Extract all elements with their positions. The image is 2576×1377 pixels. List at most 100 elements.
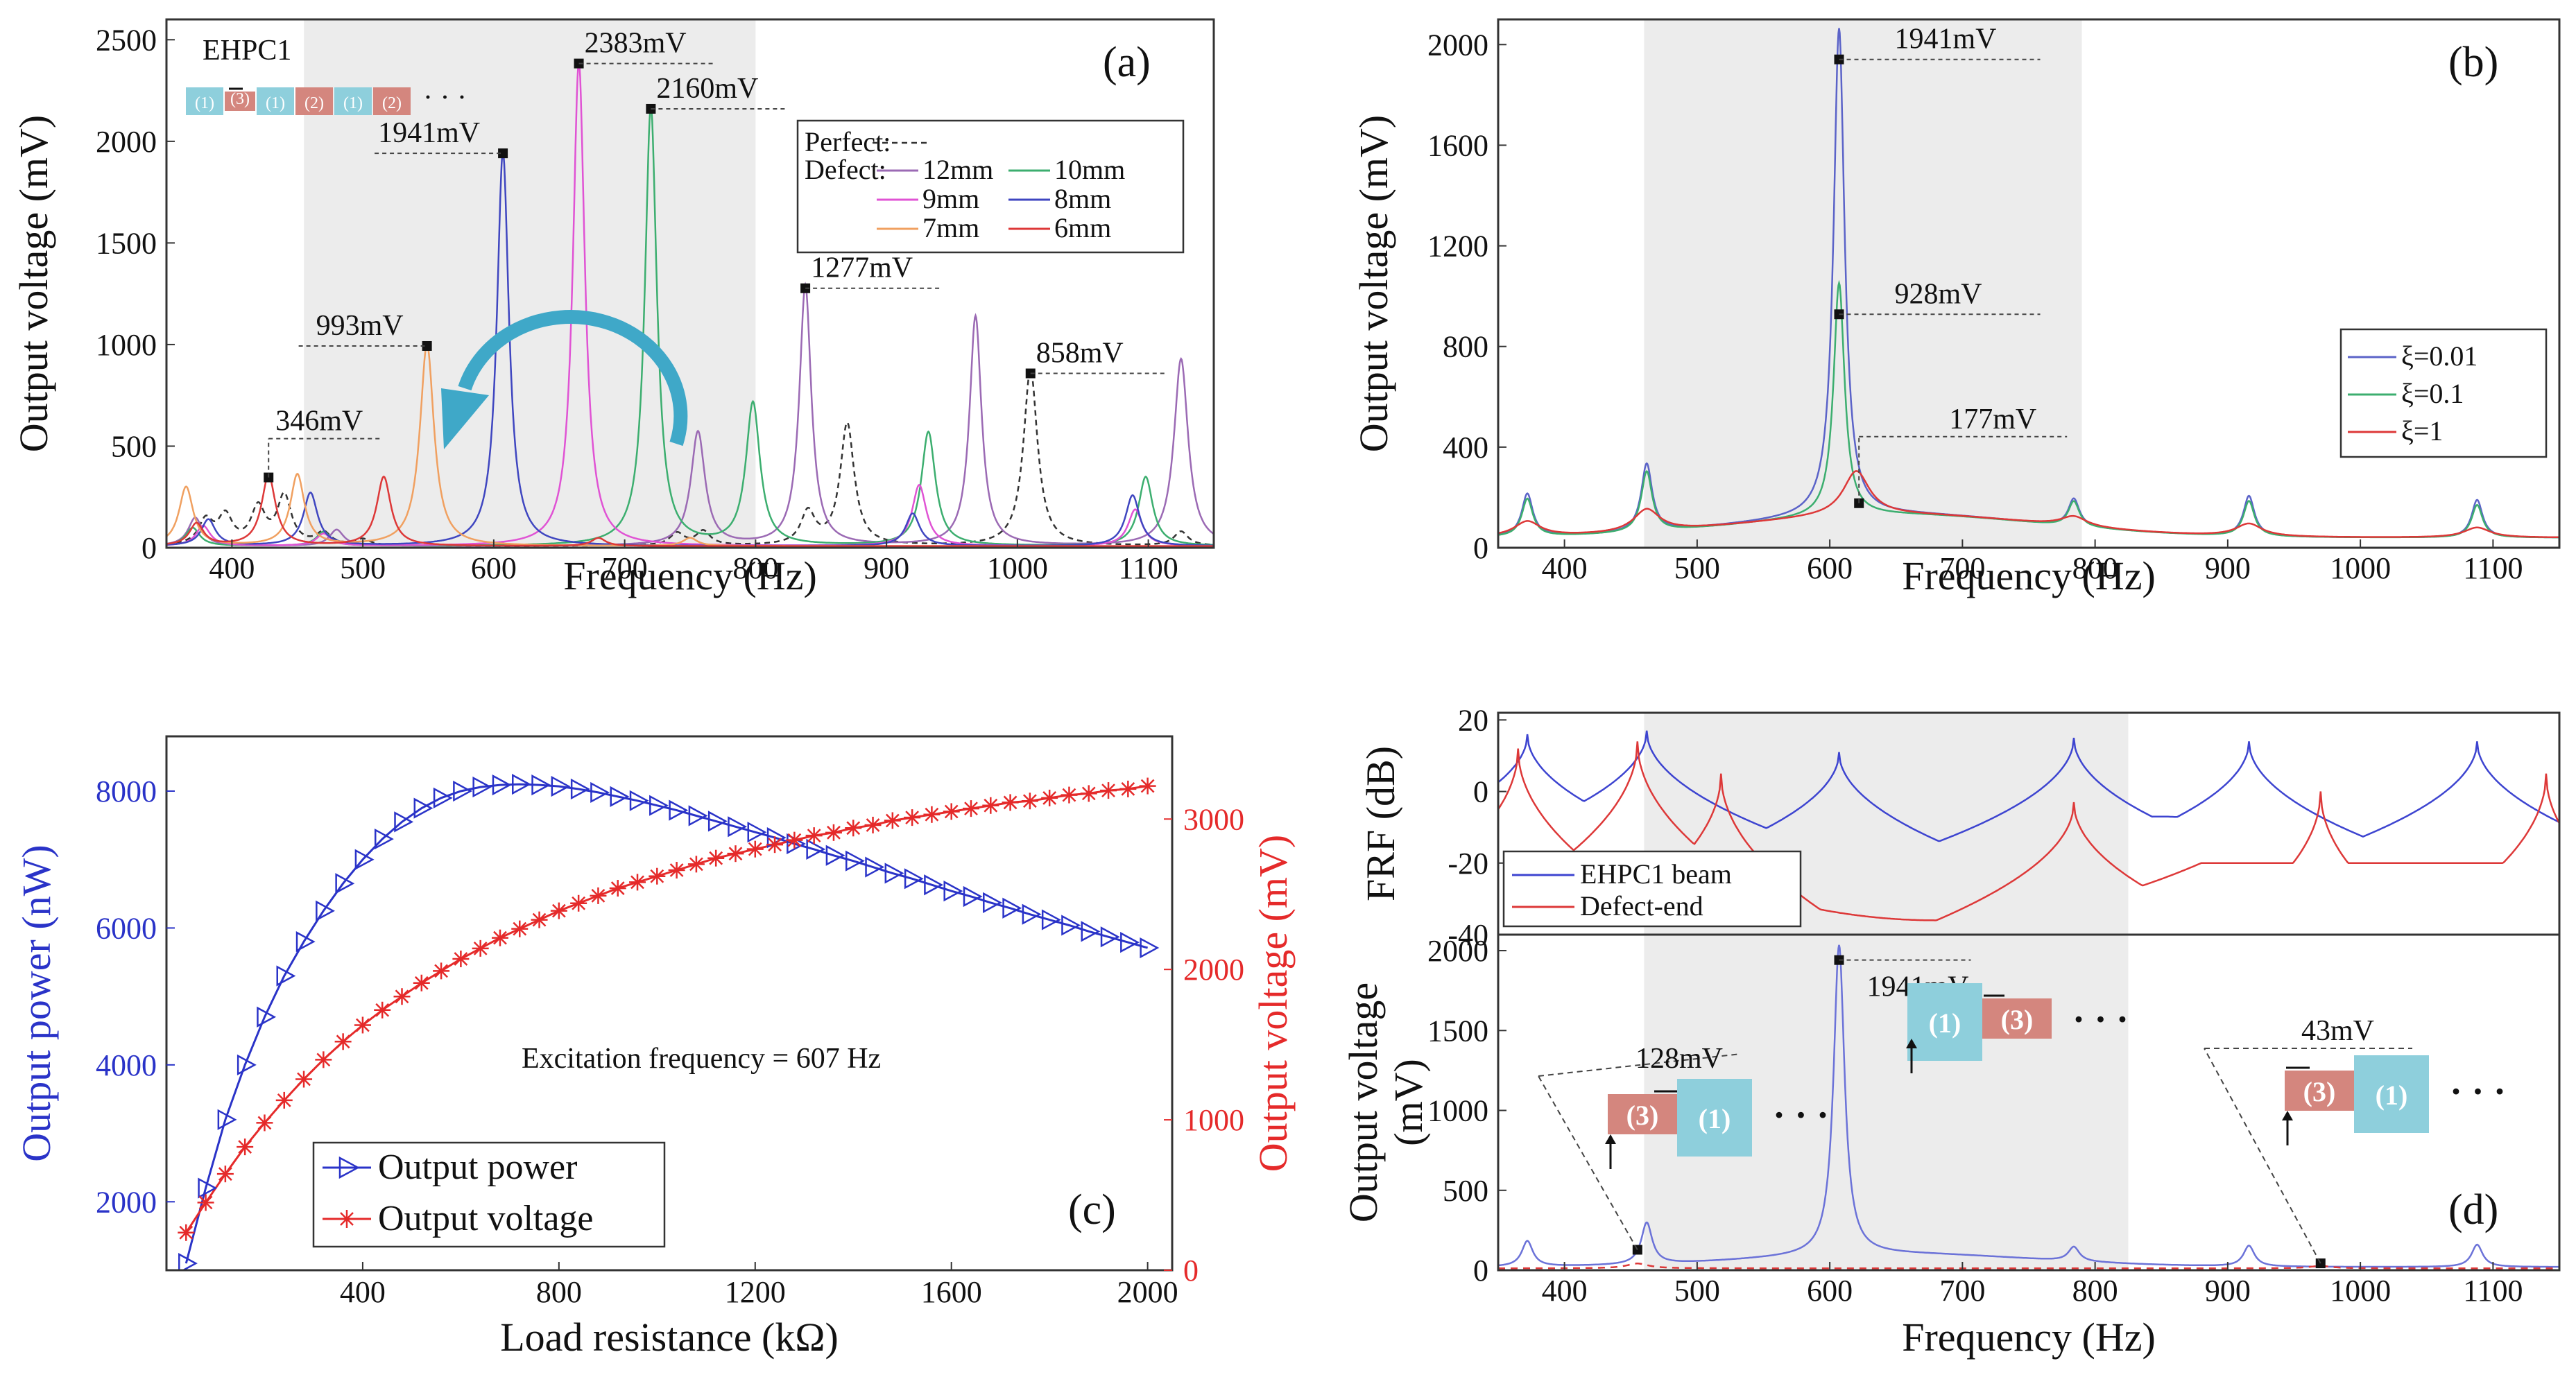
series-line-Perfect — [166, 367, 1214, 547]
ehpc1-inset: EHPC1 (1) (3) (1) (2) (1) (2) · · · — [186, 35, 467, 115]
asterisk-stroke — [1062, 788, 1076, 802]
x-tick-label: 900 — [2205, 551, 2251, 585]
power-marker — [276, 965, 296, 987]
shift-arrow-head — [441, 388, 489, 449]
panel-d: -40 -20 0 20 400 500 600 700 800 900 1000 1100 0 50… — [1341, 703, 2561, 1360]
peak-marker — [422, 340, 432, 351]
y-tick-label: 1600 — [1427, 128, 1488, 162]
y-left-tick-label: 6000 — [96, 911, 157, 945]
panel-letter: (d) — [2448, 1186, 2498, 1233]
peak-label: 1941mV — [378, 117, 480, 149]
inset-cell — [2354, 1055, 2429, 1133]
inset-cell — [1677, 1079, 1752, 1157]
legend-defect-label: Defect: — [805, 154, 886, 185]
asterisk-stroke — [532, 912, 547, 927]
power-marker — [492, 774, 512, 796]
power-marker — [512, 774, 531, 795]
bandgap-shading — [1644, 19, 2082, 548]
voltage-marker — [845, 820, 862, 837]
x-axis-label: Frequency (Hz) — [563, 553, 817, 598]
power-marker — [453, 780, 473, 802]
y-tick-label: 1000 — [1427, 1094, 1488, 1128]
power-marker — [963, 885, 983, 908]
voltage-marker — [1119, 780, 1137, 797]
voltage-marker — [609, 880, 626, 897]
x-tick-label: 400 — [1542, 551, 1588, 585]
y-tick-label: -20 — [1448, 847, 1488, 881]
asterisk-stroke — [1121, 782, 1135, 796]
asterisk-stroke — [572, 896, 586, 910]
voltage-marker — [943, 803, 960, 820]
asterisk-stroke — [964, 802, 978, 815]
asterisk-stroke — [1003, 795, 1017, 810]
power-marker — [551, 775, 571, 797]
inset-cell — [1907, 983, 1982, 1061]
inset-arrow-head — [1906, 1039, 1917, 1048]
y-tick-label: 20 — [1458, 703, 1488, 737]
asterisk-stroke — [493, 930, 507, 945]
asterisk-stroke — [198, 1195, 213, 1210]
voltage-marker — [590, 887, 607, 904]
inset-cell-label: (3) — [2001, 1004, 2034, 1035]
y-tick-label: 1000 — [96, 328, 157, 362]
legend-box — [312, 1141, 666, 1248]
legend-perfect-label: Perfect: — [805, 126, 891, 157]
power-marker — [924, 874, 944, 896]
x-tick-label: 500 — [1674, 551, 1720, 585]
voltage-marker — [570, 894, 587, 912]
peak-label: 128mV — [1635, 1043, 1723, 1075]
asterisk-stroke — [375, 1003, 390, 1017]
voltage-marker — [413, 974, 430, 991]
inset-label: EHPC1 — [203, 35, 291, 67]
power-marker — [198, 1177, 218, 1199]
inset-cell-label: (1) — [2376, 1080, 2408, 1111]
asterisk-stroke — [238, 1140, 252, 1154]
asterisk-stroke — [1042, 791, 1057, 805]
asterisk-stroke — [257, 1116, 272, 1130]
voltage-marker — [237, 1138, 254, 1156]
asterisk-stroke — [610, 881, 625, 895]
voltage-marker — [216, 1166, 234, 1183]
voltage-marker — [766, 836, 784, 854]
x-tick-label: 2000 — [1117, 1275, 1178, 1309]
voltage-marker — [1002, 794, 1019, 811]
legend-entry: 7mm — [922, 212, 979, 243]
voltage-marker — [904, 809, 921, 826]
panel-letter: (c) — [1068, 1186, 1116, 1233]
asterisk-stroke — [944, 804, 959, 819]
voltage-marker — [707, 849, 725, 867]
plot-frame-bottom — [1497, 933, 2561, 1272]
power-marker — [825, 845, 845, 866]
y-left-tick-label: 8000 — [96, 774, 157, 808]
asterisk-stroke — [905, 811, 920, 825]
defect-insets: (3) (1) · · · (1) (3) · · · (3) (1) · · · — [1605, 983, 2506, 1169]
defect-inset: (1) (3) · · · — [1906, 983, 2129, 1073]
asterisk-stroke — [179, 1225, 194, 1240]
asterisk-stroke — [591, 889, 606, 903]
x-tick-label: 500 — [1674, 1274, 1720, 1308]
inset-cell — [1982, 998, 2052, 1039]
y-right-tick-label: 2000 — [1183, 953, 1244, 987]
y-tick-label: 1500 — [1427, 1014, 1488, 1048]
inset-cell — [1608, 1094, 1677, 1134]
voltage-marker — [1139, 777, 1156, 795]
inset-cell-label: (2) — [382, 94, 402, 112]
y-tick-label: 800 — [1443, 330, 1488, 364]
legend-entry: ξ=0.1 — [2401, 378, 2464, 409]
power-marker — [1002, 897, 1022, 919]
voltage-marker — [452, 951, 470, 968]
y-tick-label: 0 — [1473, 775, 1488, 809]
power-marker — [747, 822, 767, 843]
asterisk-stroke — [689, 857, 703, 872]
y-axis-label: Output voltage (mV) — [11, 115, 56, 452]
asterisk-stroke — [1101, 783, 1115, 797]
inset-ellipsis: · · · — [2072, 998, 2129, 1040]
asterisk-stroke — [316, 1053, 331, 1067]
y-right-tick-label: 0 — [1183, 1254, 1199, 1288]
y-tick-label: 0 — [141, 531, 157, 565]
plot-frame — [165, 735, 1174, 1272]
legend-marker — [340, 1212, 354, 1226]
asterisk-stroke — [297, 1072, 311, 1086]
asterisk-stroke — [336, 1034, 350, 1049]
